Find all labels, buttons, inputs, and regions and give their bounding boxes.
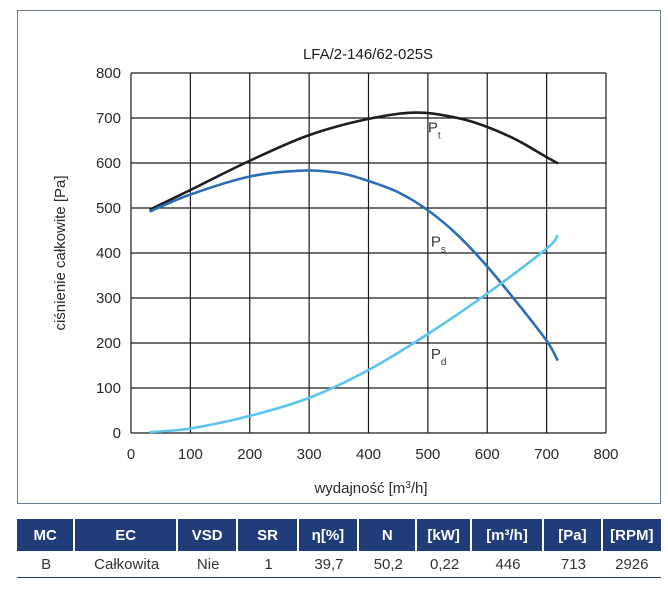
x-tick-label: 700 bbox=[534, 446, 559, 463]
chart-title: LFA/2-146/62-025S bbox=[303, 46, 433, 63]
chart: 0 100 200 300 400 500 600 700 800 0 100 200 300 400 50… bbox=[52, 46, 619, 498]
y-tick-label: 800 bbox=[96, 65, 121, 82]
summary-table: MC EC VSD SR η[%] N [kW] [m³/h] [Pa] [RP… bbox=[17, 519, 661, 578]
y-axis-label: ciśnienie całkowite [Pa] bbox=[52, 175, 69, 330]
cell-kw: 0,22 bbox=[417, 551, 472, 578]
summary-row: B Całkowita Nie 1 39,7 50,2 0,22 446 713… bbox=[17, 551, 661, 578]
series-label-ps: Ps bbox=[431, 233, 446, 255]
x-tick-label: 300 bbox=[297, 446, 322, 463]
cell-efficiency: 39,7 bbox=[298, 551, 360, 578]
x-axis-label-suffix: /h] bbox=[411, 480, 428, 497]
x-axis-label-sup: 3 bbox=[405, 480, 411, 491]
series-label-main: P bbox=[431, 346, 441, 363]
x-axis-label-prefix: wydajność [m bbox=[313, 480, 405, 497]
series-label-sub: t bbox=[438, 130, 441, 141]
ticks: 0 100 200 300 400 500 600 700 800 0 100 200 300 400 50… bbox=[96, 65, 619, 463]
summary-header-row: MC EC VSD SR η[%] N [kW] [m³/h] [Pa] [RP… bbox=[17, 519, 661, 551]
y-tick-label: 100 bbox=[96, 380, 121, 397]
x-tick-label: 100 bbox=[178, 446, 203, 463]
y-tick-label: 700 bbox=[96, 110, 121, 127]
header-vsd: VSD bbox=[177, 519, 239, 551]
y-tick-label: 0 bbox=[113, 425, 121, 442]
x-tick-label: 400 bbox=[356, 446, 381, 463]
header-mc: MC bbox=[17, 519, 76, 551]
header-efficiency: η[%] bbox=[298, 519, 360, 551]
y-tick-label: 400 bbox=[96, 245, 121, 262]
x-tick-label: 600 bbox=[475, 446, 500, 463]
header-ec: EC bbox=[75, 519, 178, 551]
series-label-sub: d bbox=[441, 356, 447, 367]
cell-mc: B bbox=[17, 551, 76, 578]
x-tick-label: 200 bbox=[237, 446, 262, 463]
series-label-main: P bbox=[428, 119, 438, 136]
grid bbox=[130, 72, 607, 434]
series-line-ps bbox=[149, 169, 559, 361]
series-label-pd: Pd bbox=[431, 346, 447, 368]
header-pa: [Pa] bbox=[544, 519, 603, 551]
y-tick-label: 200 bbox=[96, 335, 121, 352]
header-sr: SR bbox=[238, 519, 299, 551]
header-flow: [m³/h] bbox=[471, 519, 545, 551]
header-kw: [kW] bbox=[417, 519, 472, 551]
series-label-main: P bbox=[431, 233, 441, 250]
cell-rpm: 2926 bbox=[602, 551, 661, 578]
x-tick-label: 800 bbox=[593, 446, 618, 463]
series-label-pt: Pt bbox=[428, 119, 441, 140]
y-tick-label: 300 bbox=[96, 290, 121, 307]
cell-flow: 446 bbox=[471, 551, 545, 578]
x-axis-label: wydajność [m3/h] bbox=[313, 480, 427, 498]
y-tick-label: 500 bbox=[96, 200, 121, 217]
cell-sr: 1 bbox=[238, 551, 299, 578]
header-rpm: [RPM] bbox=[602, 519, 661, 551]
y-tick-label: 600 bbox=[96, 155, 121, 172]
cell-pa: 713 bbox=[544, 551, 603, 578]
x-tick-label: 0 bbox=[127, 446, 135, 463]
series-line-pt bbox=[149, 111, 559, 211]
x-tick-label: 500 bbox=[415, 446, 440, 463]
cell-vsd: Nie bbox=[177, 551, 239, 578]
series-label-sub: s bbox=[441, 244, 446, 255]
header-n: N bbox=[359, 519, 418, 551]
cell-n: 50,2 bbox=[359, 551, 418, 578]
curves bbox=[149, 111, 559, 434]
series-line-pd bbox=[149, 234, 559, 434]
cell-ec: Całkowita bbox=[75, 551, 178, 578]
chart-frame: 0 100 200 300 400 500 600 700 800 0 100 200 300 400 50… bbox=[17, 10, 661, 504]
